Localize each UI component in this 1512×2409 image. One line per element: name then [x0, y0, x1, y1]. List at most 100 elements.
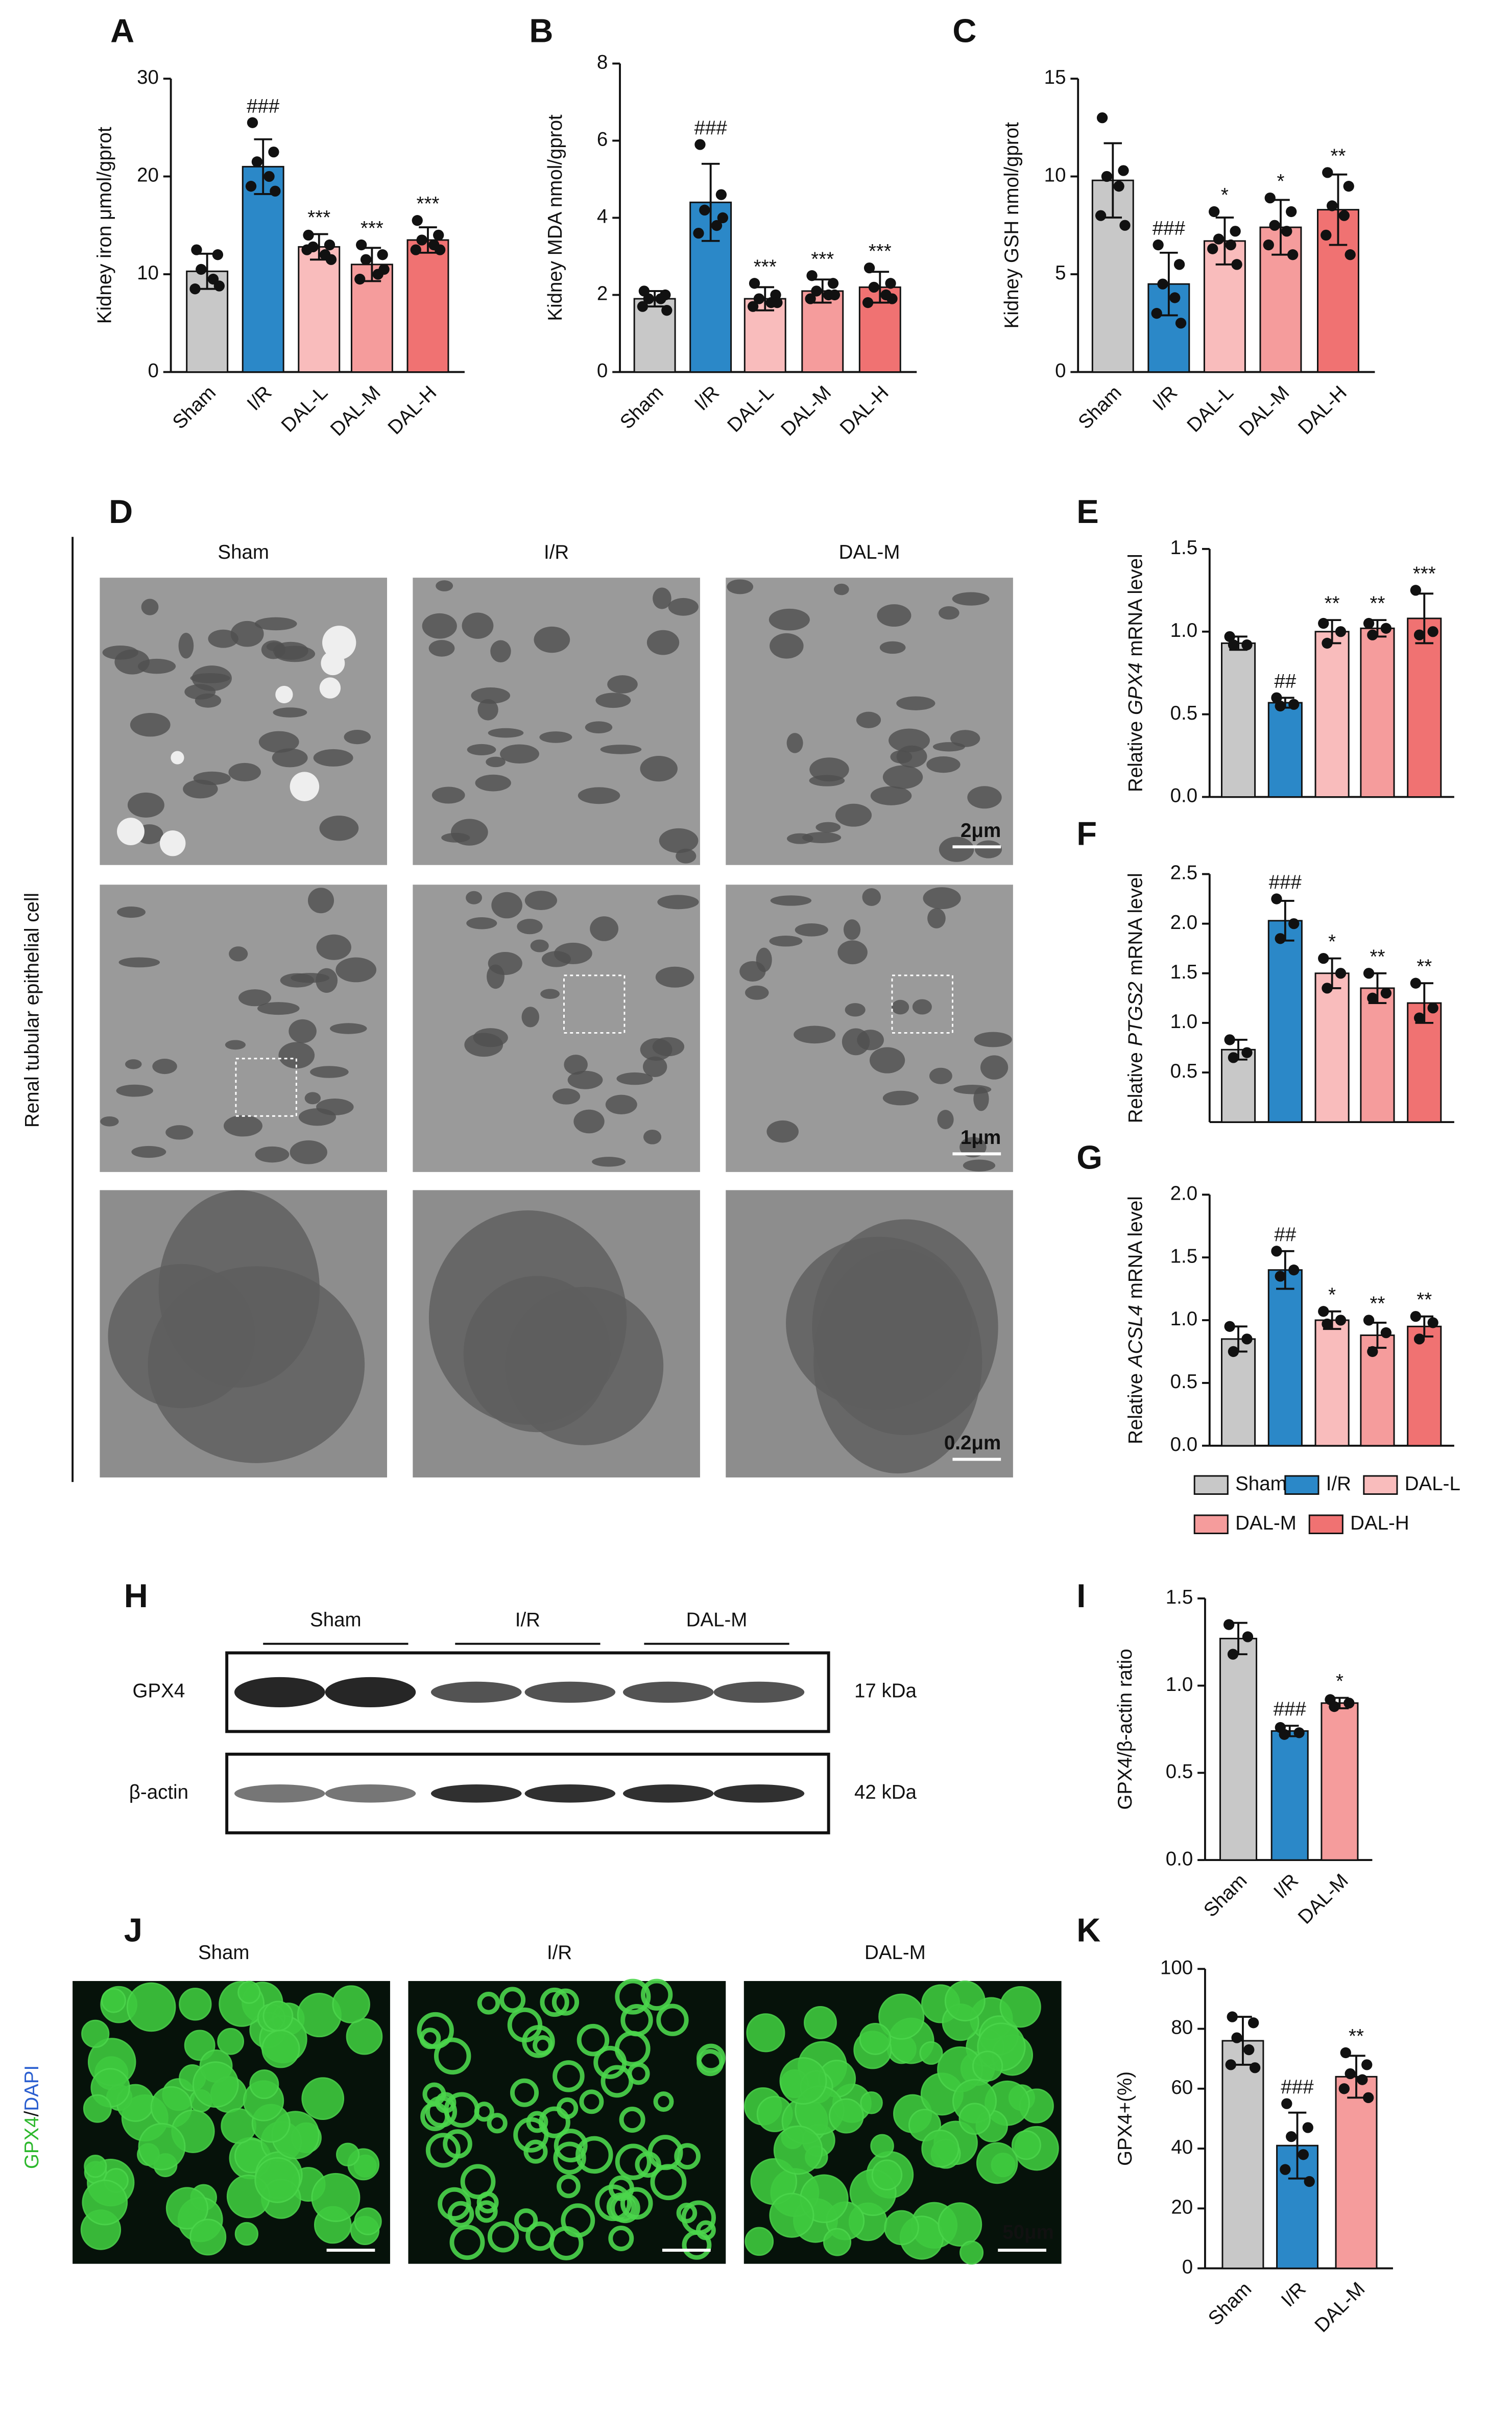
em-organelle: [304, 1092, 321, 1105]
data-point: [1281, 226, 1292, 237]
fluo-tubule: [553, 2060, 585, 2092]
bar: [1360, 627, 1395, 798]
data-point: [1367, 629, 1378, 640]
fluo-tubule: [419, 2028, 441, 2049]
panel-letter: B: [529, 12, 553, 49]
em-organelle: [835, 803, 872, 827]
em-organelle: [813, 1249, 982, 1474]
fluo-tubule: [514, 2208, 538, 2232]
data-point: [1213, 233, 1225, 245]
data-point: [637, 301, 649, 312]
significance: **: [1370, 593, 1385, 615]
fluo-tubule: [1011, 2130, 1041, 2160]
y-axis-label-part: Relative: [1125, 1052, 1147, 1123]
y-tick-label: 2.0: [1170, 912, 1198, 934]
fluo-tubule: [354, 2207, 382, 2235]
legend-swatch: [1363, 1475, 1398, 1495]
data-point: [1335, 968, 1347, 979]
em-organelle: [280, 973, 315, 988]
em-organelle: [467, 744, 496, 755]
x-tick-label: I/R: [1148, 381, 1182, 415]
x-tick-label: DAL-M: [777, 381, 835, 440]
significance: ***: [754, 256, 777, 278]
em-organelle: [974, 1032, 1012, 1047]
em-organelle: [228, 762, 261, 782]
em-organelle: [892, 999, 909, 1015]
data-point: [1224, 1034, 1235, 1045]
data-point: [410, 244, 421, 255]
data-point: [1151, 307, 1162, 319]
data-point: [1410, 977, 1422, 989]
em-organelle: [238, 989, 272, 1007]
fluo-tubule: [138, 2122, 186, 2171]
significance: *: [1221, 184, 1229, 206]
em-organelle: [298, 1108, 337, 1126]
em-organelle: [769, 936, 803, 947]
em-organelle: [676, 848, 697, 864]
em-organelle: [616, 1072, 653, 1085]
blot-band: [325, 1677, 416, 1708]
data-point: [694, 139, 706, 150]
data-point: [212, 249, 224, 260]
data-point: [213, 280, 225, 292]
data-point: [1227, 2011, 1238, 2022]
em-organelle: [466, 917, 497, 929]
data-point: [1363, 968, 1375, 979]
significance: ***: [811, 248, 834, 270]
y-tick-label: 0.5: [1170, 1060, 1198, 1082]
em-organelle: [802, 832, 842, 843]
em-organelle: [178, 632, 194, 659]
fluo-tubule: [474, 2102, 494, 2122]
em-organelle: [131, 1146, 166, 1158]
x-tick-label: Sham: [1204, 2278, 1256, 2330]
fluo-tubule: [938, 2202, 982, 2247]
fluo-tubule: [676, 2202, 698, 2224]
em-organelle: [436, 580, 453, 591]
fluo-tubule: [476, 2191, 499, 2214]
em-organelle: [646, 630, 680, 655]
y-tick-label: 0: [148, 360, 158, 382]
em-organelle: [310, 1066, 349, 1078]
em-organelle: [939, 837, 974, 862]
data-point: [1288, 1265, 1300, 1276]
data-point: [862, 297, 874, 308]
em-organelle: [653, 587, 671, 609]
em-organelle: [590, 916, 618, 941]
significance: ***: [1413, 563, 1436, 585]
em-organelle: [607, 675, 638, 694]
panel-letter: G: [1076, 1138, 1102, 1176]
fluo-tubule: [460, 2164, 496, 2200]
data-point: [885, 278, 896, 289]
data-point: [1318, 617, 1329, 629]
em-organelle: [770, 895, 812, 906]
em-organelle: [490, 640, 511, 662]
em-organelle: [488, 728, 524, 738]
y-tick-label: 1.0: [1170, 1308, 1198, 1330]
blot-band: [430, 1784, 522, 1803]
y-axis-label-part: GPX4: [1125, 662, 1147, 715]
x-tick-label: I/R: [1277, 2278, 1310, 2311]
row-label: Renal tubular epithelial cell: [21, 893, 43, 1128]
fluo-tubule: [522, 2025, 555, 2058]
data-point: [251, 156, 263, 168]
fluo-tubule: [656, 2003, 689, 2036]
em-organelle: [273, 707, 307, 718]
em-organelle: [939, 606, 959, 620]
data-point: [1241, 1333, 1253, 1345]
em-organelle: [923, 887, 961, 910]
fluo-tubule: [745, 2227, 774, 2256]
y-tick-label: 6: [597, 129, 608, 151]
em-organelle: [491, 892, 522, 919]
y-tick-label: 80: [1171, 2017, 1193, 2039]
y-tick-label: 0.5: [1170, 1371, 1198, 1393]
y-tick-label: 10: [1044, 164, 1066, 186]
y-tick-label: 0.5: [1170, 702, 1198, 724]
legend-label: I/R: [1326, 1473, 1351, 1495]
x-tick-label: DAL-L: [1183, 381, 1238, 437]
em-organelle: [193, 771, 231, 785]
blot-band: [713, 1681, 805, 1703]
em-organelle: [319, 816, 359, 841]
data-point: [1286, 206, 1297, 218]
em-organelle: [786, 733, 803, 753]
